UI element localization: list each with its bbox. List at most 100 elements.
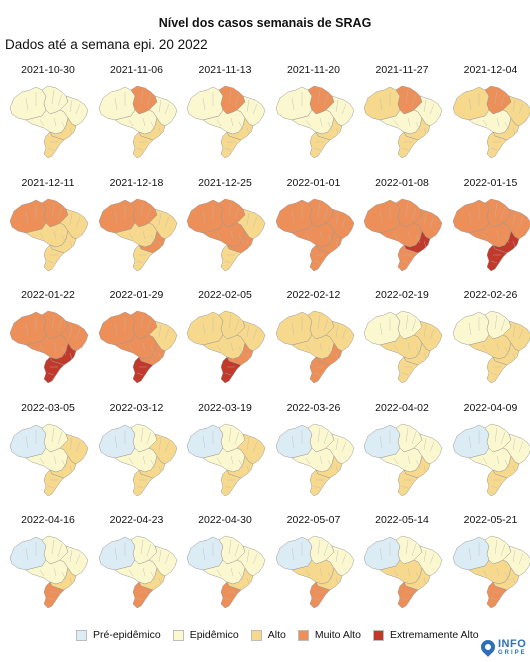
state-boundary (482, 569, 487, 577)
state-boundary (69, 549, 73, 563)
panel-date-label: 2022-03-26 (286, 401, 341, 414)
region-amazonas (186, 424, 224, 458)
panel-date-label: 2021-12-18 (109, 176, 164, 189)
state-boundary (512, 324, 515, 338)
state-boundary (224, 372, 232, 376)
state-boundary (47, 372, 55, 376)
state-boundary (335, 437, 338, 450)
region-south (397, 131, 419, 159)
region-south (132, 469, 153, 496)
state-boundary (504, 346, 509, 356)
region-south (43, 581, 65, 609)
brazil-map (452, 423, 530, 496)
state-boundary (407, 342, 411, 352)
panel-date-label: 2022-03-05 (21, 401, 75, 414)
panel-date-label: 2022-04-09 (463, 401, 518, 414)
page-subtitle: Dados até a semana epi. 20 2022 (5, 37, 208, 52)
state-boundary (158, 324, 161, 338)
state-boundary (512, 127, 515, 135)
state-boundary (291, 322, 294, 336)
state-boundary (393, 232, 399, 239)
region-south (309, 581, 330, 609)
state-boundary (313, 485, 320, 488)
panel-date-label: 2022-01-08 (375, 176, 429, 189)
state-boundary (128, 344, 133, 352)
state-boundary (230, 342, 234, 352)
region-amazonas (363, 199, 401, 233)
state-boundary (423, 549, 427, 563)
state-boundary (150, 571, 155, 581)
map-panel: 2022-05-21 (447, 510, 530, 622)
state-boundary (379, 210, 383, 223)
state-boundary (47, 597, 55, 601)
panel-date-label: 2022-03-12 (109, 401, 164, 414)
state-boundary (158, 465, 161, 472)
state-boundary (128, 457, 133, 464)
state-boundary (317, 539, 320, 555)
state-boundary (224, 485, 232, 488)
state-boundary (393, 457, 399, 464)
state-boundary (317, 89, 320, 105)
state-boundary (423, 352, 427, 360)
brazil-map (98, 85, 177, 159)
state-boundary (51, 89, 55, 105)
panel-date-label: 2022-01-29 (109, 289, 164, 301)
panel-date-label: 2022-02-12 (286, 289, 341, 301)
state-boundary (423, 212, 427, 225)
brazil-map (186, 85, 266, 159)
state-boundary (393, 344, 399, 352)
region-south (309, 356, 330, 384)
state-boundary (407, 455, 411, 464)
state-boundary (482, 344, 487, 352)
state-boundary (234, 431, 240, 444)
region-amazonas (452, 424, 489, 458)
map-panel: 2022-05-07 (270, 510, 358, 622)
panel-date-label: 2022-05-07 (286, 514, 341, 526)
map-panel: 2021-12-18 (93, 173, 181, 285)
state-boundary (512, 465, 515, 472)
state-boundary (494, 314, 497, 330)
state-boundary (234, 543, 240, 557)
state-boundary (114, 97, 117, 111)
state-boundary (246, 324, 250, 338)
region-south (220, 356, 242, 384)
state-boundary (335, 577, 338, 585)
state-boundary (234, 206, 240, 219)
map-panel: 2022-03-26 (270, 398, 358, 510)
state-boundary (494, 539, 497, 555)
state-boundary (69, 212, 73, 225)
state-boundary (216, 344, 222, 352)
state-boundary (25, 435, 29, 448)
state-boundary (146, 93, 151, 107)
brazil-map (275, 85, 354, 159)
state-boundary (468, 435, 471, 448)
state-boundary (401, 597, 409, 601)
state-boundary (142, 567, 145, 577)
state-boundary (327, 234, 332, 243)
state-boundary (482, 119, 487, 127)
state-boundary (518, 103, 523, 115)
state-boundary (512, 99, 515, 113)
state-boundary (146, 318, 151, 332)
state-boundary (216, 457, 222, 464)
state-boundary (246, 577, 250, 585)
legend-item-epidemico: Epidêmico (172, 629, 239, 641)
state-boundary (158, 549, 161, 563)
state-boundary (415, 234, 421, 243)
region-amazonas (363, 86, 401, 121)
region-amazonas (98, 311, 135, 346)
state-boundary (146, 431, 151, 444)
brazil-map (186, 310, 266, 384)
state-boundary (319, 230, 322, 239)
state-boundary (228, 89, 232, 105)
state-boundary (238, 459, 244, 468)
brazil-map (363, 423, 443, 496)
state-boundary (482, 457, 487, 464)
brazil-map (9, 423, 89, 496)
state-boundary (25, 322, 29, 336)
state-boundary (69, 352, 73, 360)
state-boundary (136, 485, 143, 488)
map-panel: 2022-03-05 (4, 398, 92, 510)
state-boundary (291, 97, 294, 111)
map-panel: 2021-11-13 (181, 60, 269, 172)
